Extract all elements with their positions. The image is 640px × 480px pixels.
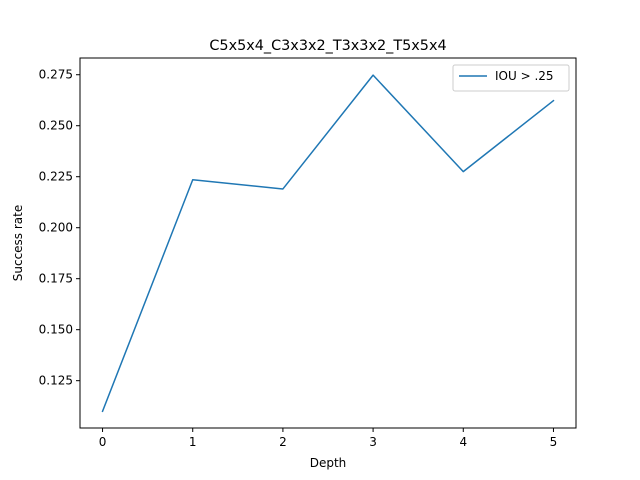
legend-entry-label: IOU > .25 bbox=[495, 69, 554, 83]
x-tick-label: 1 bbox=[189, 435, 197, 449]
x-axis-ticks: 0 1 2 3 4 5 bbox=[99, 428, 558, 449]
chart-title: C5x5x4_C3x3x2_T3x3x2_T5x5x4 bbox=[209, 38, 446, 54]
y-tick-label: 0.150 bbox=[39, 323, 73, 337]
y-axis-ticks: 0.125 0.150 0.175 0.200 0.225 0.250 0.275 bbox=[39, 68, 80, 388]
x-tick-label: 4 bbox=[459, 435, 467, 449]
plot-area: 0 1 2 3 4 5 0.125 0.150 0.175 0.200 0.225 0.250 0.2… bbox=[39, 57, 577, 449]
x-axis-label: Depth bbox=[310, 456, 347, 470]
y-tick-label: 0.275 bbox=[39, 68, 73, 82]
axes-frame bbox=[79, 57, 577, 429]
legend: IOU > .25 bbox=[452, 64, 570, 92]
x-tick-label: 2 bbox=[279, 435, 287, 449]
series-layer bbox=[101, 74, 555, 413]
x-tick-label: 3 bbox=[369, 435, 377, 449]
y-tick-label: 0.225 bbox=[39, 170, 73, 184]
y-tick-label: 0.250 bbox=[39, 119, 73, 133]
y-tick-label: 0.175 bbox=[39, 272, 73, 286]
y-tick-label: 0.200 bbox=[39, 221, 73, 235]
y-tick-label: 0.125 bbox=[39, 374, 73, 388]
legend-box bbox=[452, 64, 570, 92]
y-axis-label: Success rate bbox=[11, 205, 25, 282]
series-line bbox=[101, 74, 555, 413]
x-tick-label: 5 bbox=[550, 435, 558, 449]
x-tick-label: 0 bbox=[99, 435, 107, 449]
